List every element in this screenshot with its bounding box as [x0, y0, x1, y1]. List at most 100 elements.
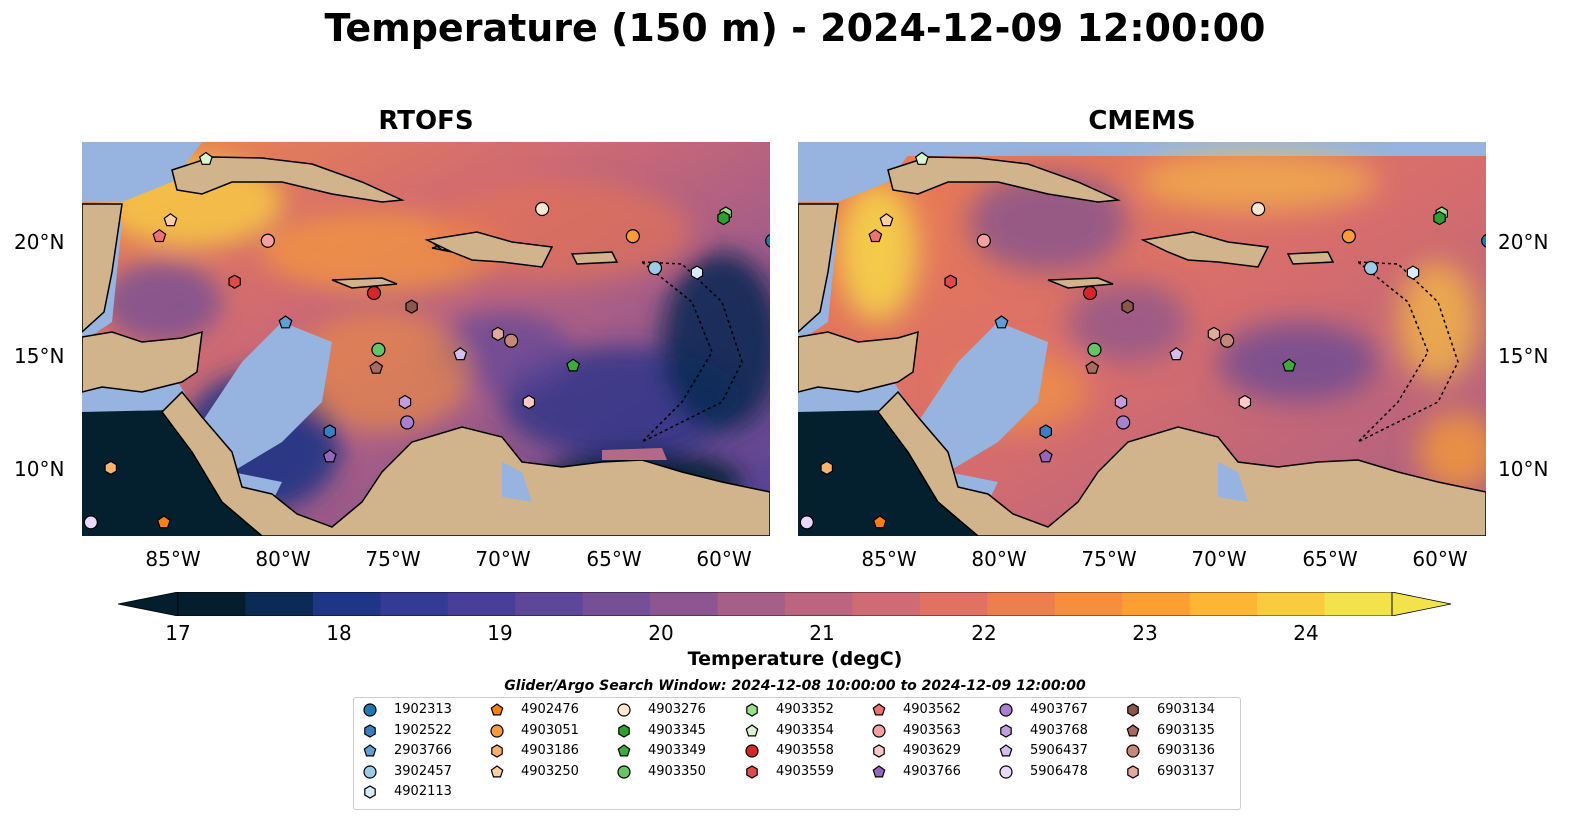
yucatan-land: [798, 203, 839, 334]
legend-marker-icon: [999, 744, 1013, 757]
legend-label: 4903352: [776, 702, 834, 717]
cuba-land: [887, 156, 1121, 203]
float-marker-6903136: [504, 333, 519, 348]
float-marker-6903136: [1220, 333, 1235, 348]
figure-title: Temperature (150 m) - 2024-12-09 12:00:0…: [324, 6, 1266, 50]
legend-marker-icon: [617, 764, 631, 779]
venezuela-coast: [602, 448, 667, 460]
float-marker-6903134: [1121, 299, 1134, 314]
legend-marker-icon: [746, 764, 758, 779]
cmems-map: [798, 142, 1486, 536]
float-marker-4903768: [1114, 394, 1128, 410]
float-marker-4903345: [717, 210, 730, 226]
legend-label: 4903186: [521, 743, 579, 758]
float-marker-3902457: [1363, 260, 1379, 276]
float-marker-5906478: [83, 515, 98, 530]
colorbar: [118, 592, 1452, 616]
colorbar-segment: [919, 592, 988, 616]
legend-marker-icon: [1126, 744, 1140, 758]
shallow-shelf: [82, 142, 202, 202]
colorbar-segment: [717, 592, 786, 616]
float-marker-4902476: [872, 515, 887, 529]
rtofs-map: [82, 142, 770, 536]
colorbar-segment: [380, 592, 449, 616]
legend-label: 1902522: [394, 722, 452, 738]
legend-marker-icon: [363, 764, 377, 779]
lon-tick-label: 80°W: [255, 547, 311, 571]
colorbar-tick-label: 19: [487, 621, 513, 645]
legend-marker-icon: [745, 744, 759, 758]
colorbar-border: [177, 592, 1393, 616]
legend-marker-icon: [618, 723, 630, 738]
float-marker-4903350: [371, 342, 386, 357]
legend-label: 4903558: [776, 743, 834, 758]
float-marker-4903629: [522, 394, 536, 410]
jamaica-land: [1047, 277, 1114, 289]
lon-tick-label: 70°W: [1191, 547, 1247, 571]
legend-marker-icon: [1127, 764, 1139, 779]
legend-marker-icon: [999, 764, 1013, 779]
colorbar-extend-low: [118, 592, 179, 616]
float-markers: [799, 151, 1486, 530]
legend-marker-icon: [490, 723, 504, 738]
lat-tick-label: 20°N: [14, 230, 65, 254]
legend-label: 4903768: [1030, 722, 1088, 738]
colorbar-tick-label: 22: [971, 621, 997, 645]
puerto-rico-land: [1286, 251, 1335, 265]
central-america-land: [798, 330, 919, 393]
float-marker-4902113: [690, 265, 704, 280]
float-marker-4903349: [1282, 358, 1297, 372]
float-marker-4903051: [625, 229, 640, 244]
cuba-land: [171, 156, 405, 203]
float-marker-4903559: [228, 274, 241, 289]
colorbar-segment: [447, 592, 516, 616]
lat-tick-label: 20°N: [1498, 230, 1549, 254]
lon-tick-label: 60°W: [1412, 547, 1468, 571]
legend-label: 4903250: [521, 763, 579, 779]
colorbar-tick-label: 18: [326, 621, 352, 645]
legend-label: 2903766: [394, 743, 452, 758]
legend-label: 4902476: [521, 702, 579, 717]
lon-tick-label: 65°W: [586, 547, 642, 571]
float-marker-4903766: [1038, 449, 1053, 463]
colorbar-segment: [1189, 592, 1258, 616]
south-america-land: [161, 390, 770, 536]
float-marker-4903768: [398, 394, 412, 410]
colorbar-segment: [1324, 592, 1393, 616]
legend-label: 4903767: [1030, 702, 1088, 717]
colorbar-segment: [785, 592, 853, 616]
panel-title-rtofs: RTOFS: [378, 106, 474, 136]
search-window-text: Glider/Argo Search Window: 2024-12-08 10…: [504, 678, 1086, 694]
legend-marker-icon: [745, 723, 759, 736]
colorbar-segment: [650, 592, 719, 616]
hispaniola-land: [1140, 231, 1270, 268]
colorbar-tick-label: 21: [809, 621, 835, 645]
temperature-eddies: [102, 157, 770, 512]
lon-tick-label: 75°W: [1081, 547, 1137, 571]
legend-label: 6903134: [1157, 702, 1215, 717]
float-marker-4903562: [152, 228, 167, 243]
float-marker-4903559: [944, 274, 957, 289]
float-marker-4903558: [366, 285, 382, 301]
float-marker-1902313: [1481, 234, 1486, 248]
float-marker-4903563: [976, 233, 991, 248]
legend-marker-icon: [490, 764, 504, 777]
legend-label: 5906478: [1030, 763, 1088, 779]
lon-tick-label: 60°W: [696, 547, 752, 571]
float-marker-4903350: [1087, 342, 1102, 357]
hispaniola-land: [424, 231, 554, 268]
float-marker-4903767: [400, 415, 415, 430]
legend-label: 3902457: [394, 763, 452, 779]
legend-label: 4903766: [903, 763, 961, 779]
float-marker-4903186: [104, 460, 118, 476]
legend-marker-icon: [617, 744, 631, 757]
lon-tick-label: 85°W: [861, 547, 917, 571]
float-marker-4903563: [260, 233, 275, 248]
legend-marker-icon: [872, 723, 886, 738]
float-marker-6903137: [1207, 326, 1221, 342]
float-marker-4903629: [1238, 394, 1252, 410]
float-marker-6903134: [405, 299, 418, 314]
lat-tick-label: 10°N: [1498, 457, 1549, 481]
legend-label: 4903345: [648, 722, 706, 738]
legend-label: 4903629: [903, 743, 961, 758]
